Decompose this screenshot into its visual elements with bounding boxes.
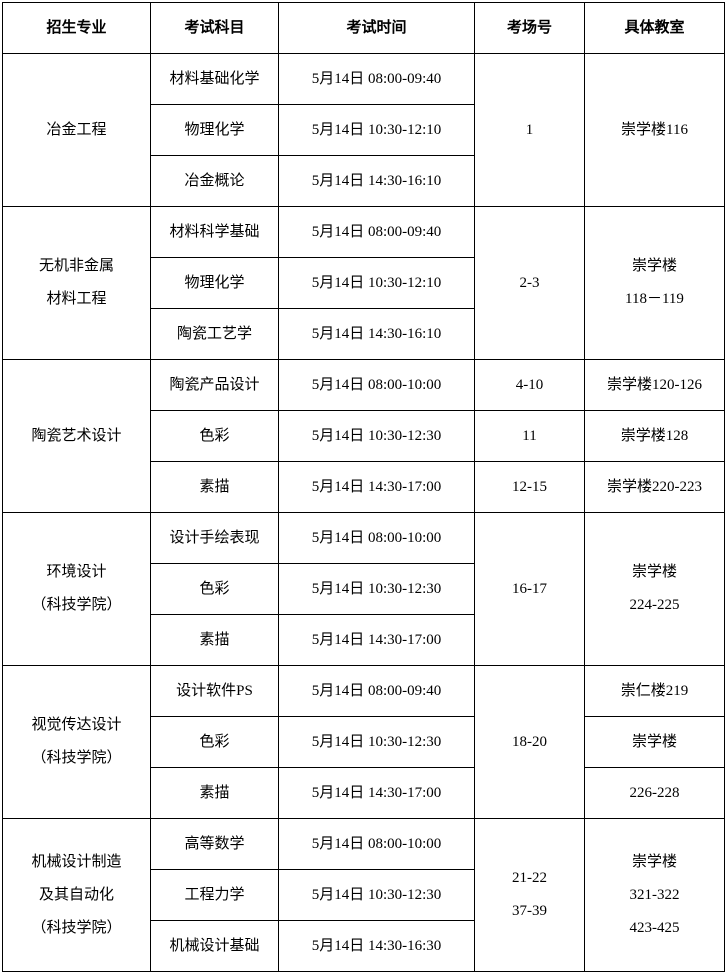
cell-subject: 材料基础化学 bbox=[151, 54, 279, 105]
cell-time: 5月14日 10:30-12:30 bbox=[279, 870, 475, 921]
cell-class: 崇学楼220-223 bbox=[585, 462, 725, 513]
header-subject: 考试科目 bbox=[151, 3, 279, 54]
cell-subject: 设计软件PS bbox=[151, 666, 279, 717]
cell-subject: 陶瓷工艺学 bbox=[151, 309, 279, 360]
header-class: 具体教室 bbox=[585, 3, 725, 54]
cell-subject: 高等数学 bbox=[151, 819, 279, 870]
cell-class: 226-228 bbox=[585, 768, 725, 819]
table-row: 无机非金属材料工程材料科学基础5月14日 08:00-09:402-3崇学楼11… bbox=[3, 207, 725, 258]
cell-room: 11 bbox=[475, 411, 585, 462]
cell-time: 5月14日 14:30-17:00 bbox=[279, 768, 475, 819]
cell-room: 12-15 bbox=[475, 462, 585, 513]
cell-time: 5月14日 14:30-17:00 bbox=[279, 615, 475, 666]
table-row: 陶瓷艺术设计陶瓷产品设计5月14日 08:00-10:004-10崇学楼120-… bbox=[3, 360, 725, 411]
cell-time: 5月14日 08:00-10:00 bbox=[279, 360, 475, 411]
cell-major: 视觉传达设计（科技学院） bbox=[3, 666, 151, 819]
cell-room: 4-10 bbox=[475, 360, 585, 411]
cell-class: 崇学楼120-126 bbox=[585, 360, 725, 411]
header-row: 招生专业 考试科目 考试时间 考场号 具体教室 bbox=[3, 3, 725, 54]
cell-major: 环境设计（科技学院） bbox=[3, 513, 151, 666]
cell-subject: 材料科学基础 bbox=[151, 207, 279, 258]
cell-room: 1 bbox=[475, 54, 585, 207]
cell-room: 18-20 bbox=[475, 666, 585, 819]
cell-time: 5月14日 10:30-12:30 bbox=[279, 717, 475, 768]
cell-time: 5月14日 08:00-09:40 bbox=[279, 54, 475, 105]
cell-time: 5月14日 08:00-10:00 bbox=[279, 513, 475, 564]
table-row: 冶金工程材料基础化学5月14日 08:00-09:401崇学楼116 bbox=[3, 54, 725, 105]
cell-subject: 陶瓷产品设计 bbox=[151, 360, 279, 411]
cell-major: 机械设计制造及其自动化（科技学院） bbox=[3, 819, 151, 972]
cell-time: 5月14日 10:30-12:10 bbox=[279, 258, 475, 309]
cell-subject: 机械设计基础 bbox=[151, 921, 279, 972]
cell-class: 崇学楼 bbox=[585, 717, 725, 768]
header-major: 招生专业 bbox=[3, 3, 151, 54]
cell-subject: 物理化学 bbox=[151, 105, 279, 156]
cell-time: 5月14日 08:00-09:40 bbox=[279, 666, 475, 717]
cell-subject: 素描 bbox=[151, 462, 279, 513]
cell-class: 崇学楼224-225 bbox=[585, 513, 725, 666]
cell-subject: 色彩 bbox=[151, 411, 279, 462]
cell-time: 5月14日 10:30-12:30 bbox=[279, 411, 475, 462]
cell-time: 5月14日 08:00-09:40 bbox=[279, 207, 475, 258]
cell-room: 21-2237-39 bbox=[475, 819, 585, 972]
table-row: 机械设计制造及其自动化（科技学院）高等数学5月14日 08:00-10:0021… bbox=[3, 819, 725, 870]
cell-subject: 物理化学 bbox=[151, 258, 279, 309]
cell-subject: 色彩 bbox=[151, 717, 279, 768]
cell-class: 崇学楼118－119 bbox=[585, 207, 725, 360]
cell-subject: 工程力学 bbox=[151, 870, 279, 921]
table-row: 视觉传达设计（科技学院）设计软件PS5月14日 08:00-09:4018-20… bbox=[3, 666, 725, 717]
header-room: 考场号 bbox=[475, 3, 585, 54]
cell-major: 陶瓷艺术设计 bbox=[3, 360, 151, 513]
cell-room: 2-3 bbox=[475, 207, 585, 360]
cell-subject: 素描 bbox=[151, 768, 279, 819]
cell-class: 崇学楼128 bbox=[585, 411, 725, 462]
cell-time: 5月14日 14:30-16:10 bbox=[279, 156, 475, 207]
cell-class: 崇学楼321-322423-425 bbox=[585, 819, 725, 972]
table-row: 环境设计（科技学院）设计手绘表现5月14日 08:00-10:0016-17崇学… bbox=[3, 513, 725, 564]
cell-room: 16-17 bbox=[475, 513, 585, 666]
cell-time: 5月14日 10:30-12:10 bbox=[279, 105, 475, 156]
cell-subject: 素描 bbox=[151, 615, 279, 666]
schedule-table: 招生专业 考试科目 考试时间 考场号 具体教室 冶金工程材料基础化学5月14日 … bbox=[2, 2, 725, 972]
cell-time: 5月14日 10:30-12:30 bbox=[279, 564, 475, 615]
header-time: 考试时间 bbox=[279, 3, 475, 54]
cell-subject: 色彩 bbox=[151, 564, 279, 615]
cell-subject: 设计手绘表现 bbox=[151, 513, 279, 564]
cell-time: 5月14日 14:30-17:00 bbox=[279, 462, 475, 513]
cell-subject: 冶金概论 bbox=[151, 156, 279, 207]
table-body: 冶金工程材料基础化学5月14日 08:00-09:401崇学楼116物理化学5月… bbox=[3, 54, 725, 972]
cell-class: 崇学楼116 bbox=[585, 54, 725, 207]
cell-time: 5月14日 14:30-16:30 bbox=[279, 921, 475, 972]
cell-major: 无机非金属材料工程 bbox=[3, 207, 151, 360]
cell-time: 5月14日 08:00-10:00 bbox=[279, 819, 475, 870]
cell-class: 崇仁楼219 bbox=[585, 666, 725, 717]
cell-major: 冶金工程 bbox=[3, 54, 151, 207]
cell-time: 5月14日 14:30-16:10 bbox=[279, 309, 475, 360]
